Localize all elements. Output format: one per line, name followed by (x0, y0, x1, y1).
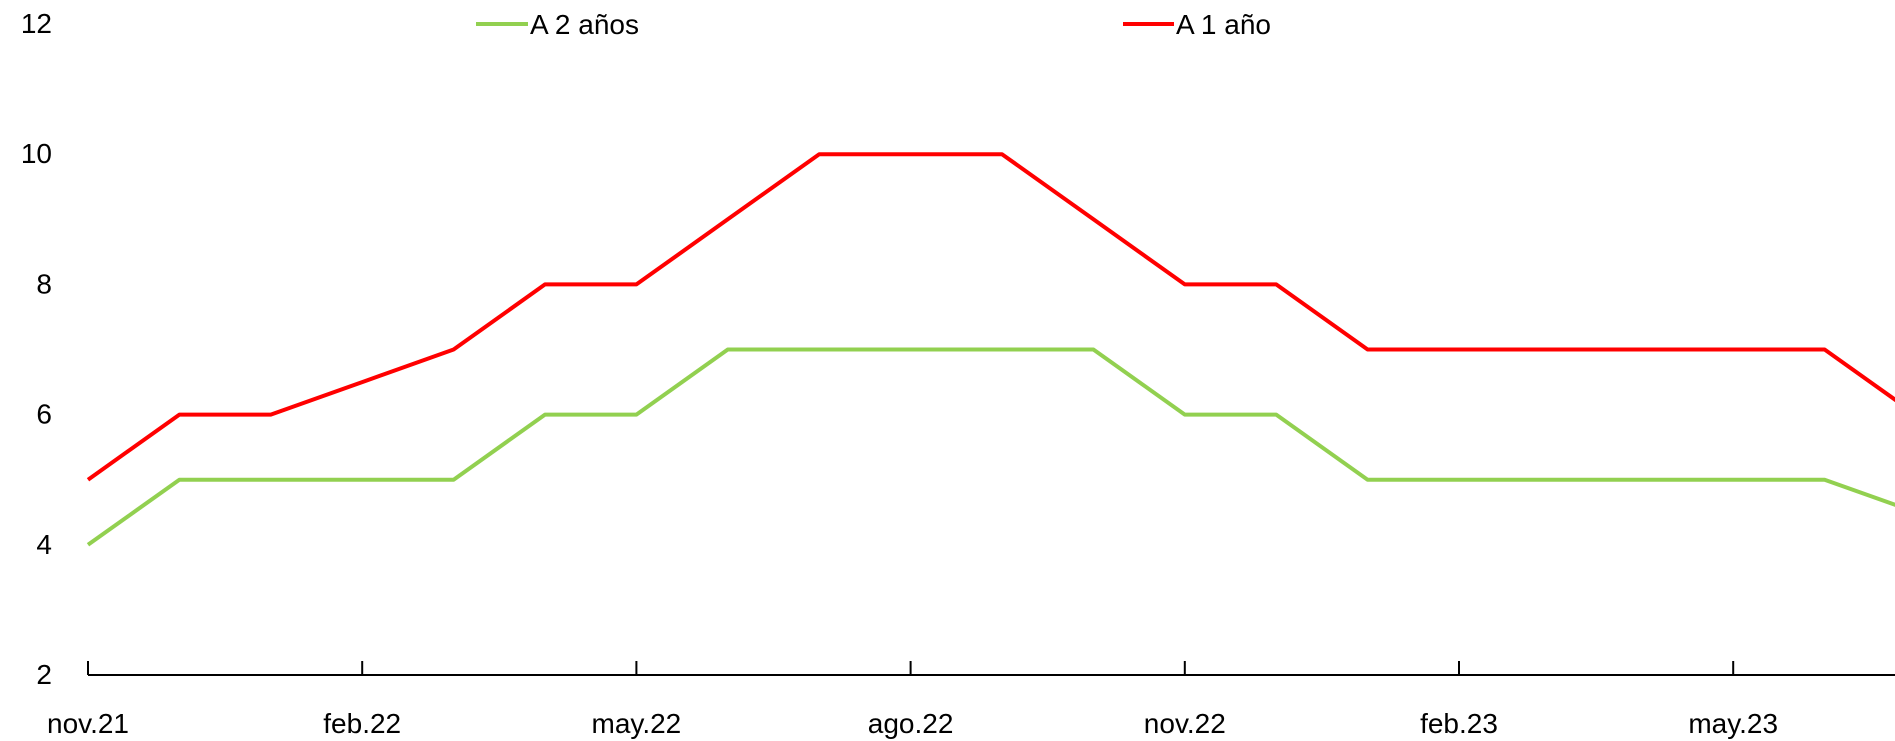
y-tick-label-2: 2 (36, 659, 52, 690)
y-tick-label-12: 12 (21, 8, 52, 39)
legend-label-1: A 1 año (1176, 9, 1271, 40)
x-tick-label-ago.22: ago.22 (868, 708, 954, 739)
series-lines (86, 152, 1895, 547)
series-line-0 (86, 347, 1895, 547)
x-tick-label-may.22: may.22 (592, 708, 682, 739)
y-tick-label-6: 6 (36, 399, 52, 430)
y-axis-tick-labels: 2 4 6 8 10 12 (21, 8, 52, 690)
x-axis-ticks: nov.21 feb.22 may.22 ago.22 nov.22 feb.23 may.… (47, 661, 1778, 739)
x-tick-label-feb.23: feb.23 (1420, 708, 1498, 739)
legend-label-0: A 2 años (530, 9, 639, 40)
y-tick-label-10: 10 (21, 138, 52, 169)
x-tick-label-nov.21: nov.21 (47, 708, 129, 739)
y-tick-label-8: 8 (36, 268, 52, 299)
series-line-1 (86, 152, 1895, 482)
x-tick-label-may.23: may.23 (1688, 708, 1778, 739)
x-tick-label-feb.22: feb.22 (323, 708, 401, 739)
x-tick-label-nov.22: nov.22 (1144, 708, 1226, 739)
legend: A 2 años A 1 año (476, 9, 1271, 40)
y-tick-label-4: 4 (36, 529, 52, 560)
